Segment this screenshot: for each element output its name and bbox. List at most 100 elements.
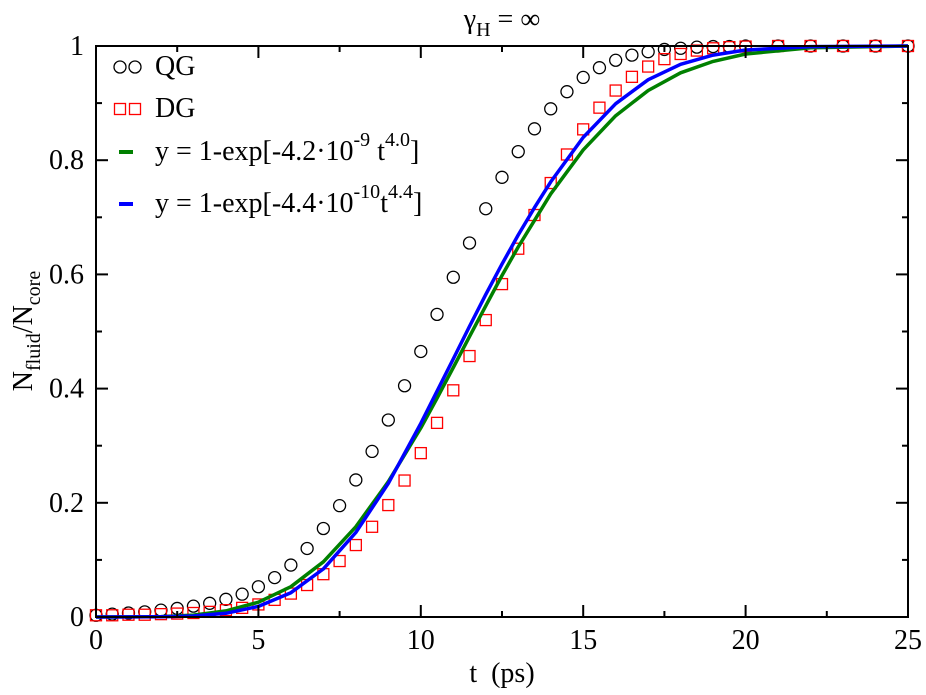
data-point-qg: [430, 307, 444, 322]
data-point-qg: [154, 603, 168, 617]
data-point-dg: [382, 498, 395, 512]
data-point-qg: [527, 122, 542, 136]
data-point-dg: [138, 608, 151, 621]
data-point-qg: [511, 144, 525, 159]
legend-label: y = 1-exp[-4.4·10-10t4.4]: [155, 181, 422, 219]
data-point-qg: [365, 444, 379, 459]
x-tick-label: 10: [407, 625, 435, 656]
data-point-qg: [641, 45, 655, 59]
plot-frame: [95, 45, 909, 618]
data-point-qg: [219, 592, 233, 606]
data-point-qg: [203, 596, 217, 610]
x-tick-label: 20: [732, 625, 760, 656]
legend-label: DG: [155, 93, 195, 124]
x-tick-label: 25: [894, 625, 922, 656]
y-axis-label-slash: /N: [8, 305, 39, 333]
data-point-dg: [609, 84, 622, 97]
legend-label: y = 1-exp[-4.2·10-9 t4.0]: [155, 129, 419, 167]
data-point-qg: [592, 61, 607, 75]
chart-title-sub: H: [476, 19, 490, 41]
legend-circle-swatch: [128, 60, 142, 74]
data-point-qg: [414, 344, 428, 359]
data-point-qg: [332, 499, 347, 513]
legend-label-end: ]: [410, 136, 419, 167]
legend-label-exp1: -10: [354, 181, 381, 203]
data-point-qg: [235, 587, 249, 601]
data-point-qg: [462, 236, 477, 250]
legend-label-exp1: -9: [354, 129, 371, 151]
data-point-qg: [251, 580, 266, 594]
y-axis-label: Nfluid/Ncore: [8, 271, 45, 392]
y-tick-label: 0: [70, 602, 84, 633]
data-point-dg: [447, 384, 460, 397]
data-point-dg: [365, 520, 379, 533]
legend-label: QG: [155, 51, 195, 82]
series-3: [95, 44, 909, 619]
data-point-dg: [544, 176, 557, 190]
legend-label-mid: t: [380, 188, 388, 219]
data-point-qg: [479, 202, 493, 216]
data-point-dg: [349, 538, 362, 552]
y-axis-label-sub1: fluid: [23, 333, 45, 371]
data-point-qg: [446, 270, 460, 284]
data-point-qg: [544, 102, 558, 116]
data-point-dg: [625, 70, 639, 83]
legend-item-0: QG: [113, 51, 195, 82]
data-point-qg: [300, 541, 314, 556]
data-point-qg: [381, 413, 395, 427]
legend-label-end: ]: [413, 188, 422, 219]
legend-square-swatch: [113, 102, 127, 116]
series-0: [89, 39, 915, 622]
data-point-qg: [267, 570, 282, 585]
data-point-qg: [186, 599, 201, 613]
series-1: [89, 39, 915, 622]
y-tick-label: 0.4: [49, 374, 84, 405]
data-point-dg: [674, 47, 687, 61]
chart-title-main: γ: [463, 4, 476, 35]
data-point-qg: [576, 70, 590, 85]
data-point-dg: [154, 607, 168, 621]
data-point-qg: [690, 40, 704, 54]
data-point-qg: [397, 379, 412, 393]
data-point-qg: [657, 42, 672, 57]
data-point-dg: [333, 554, 346, 568]
data-point-dg: [122, 608, 135, 621]
data-point-qg: [609, 53, 623, 67]
data-point-dg: [171, 607, 184, 620]
chart-title: γH = ∞: [463, 4, 541, 41]
legend-item-2: y = 1-exp[-4.2·10-9 t4.0]: [119, 129, 419, 167]
y-tick-label: 1: [70, 31, 84, 62]
data-point-qg: [349, 473, 363, 487]
series-2: [95, 44, 909, 619]
data-point-qg: [560, 85, 574, 99]
data-point-dg: [658, 52, 671, 66]
legend-label-main: y = 1-exp[-4.4·10: [155, 188, 354, 219]
legend-item-1: DG: [113, 93, 195, 124]
data-point-dg: [463, 349, 476, 363]
data-point-dg: [642, 60, 655, 73]
legend-item-3: y = 1-exp[-4.4·10-10t4.4]: [119, 181, 422, 219]
data-point-qg: [316, 521, 331, 536]
y-axis-label-n1: N: [8, 371, 39, 391]
legend-circle-swatch: [113, 60, 127, 74]
legend-label-main: y = 1-exp[-4.2·10: [155, 136, 354, 167]
y-axis-label-sub2: core: [23, 271, 45, 306]
data-point-dg: [398, 474, 411, 487]
fit-line-2: [95, 44, 909, 619]
data-point-qg: [495, 170, 509, 184]
x-tick-label: 0: [89, 625, 103, 656]
legend-square-swatch: [128, 102, 142, 116]
data-point-dg: [512, 242, 525, 255]
x-tick-label: 5: [251, 625, 265, 656]
data-point-dg: [593, 101, 606, 114]
legend-label-exp2: 4.0: [385, 129, 410, 151]
data-point-dg: [414, 446, 427, 460]
data-point-dg: [430, 416, 444, 430]
y-tick-label: 0.8: [49, 145, 84, 176]
legend-label-exp2: 4.4: [388, 181, 413, 203]
legend-label-mid: t: [370, 136, 385, 167]
data-point-qg: [625, 48, 639, 62]
x-axis-label: t (ps): [469, 658, 534, 689]
